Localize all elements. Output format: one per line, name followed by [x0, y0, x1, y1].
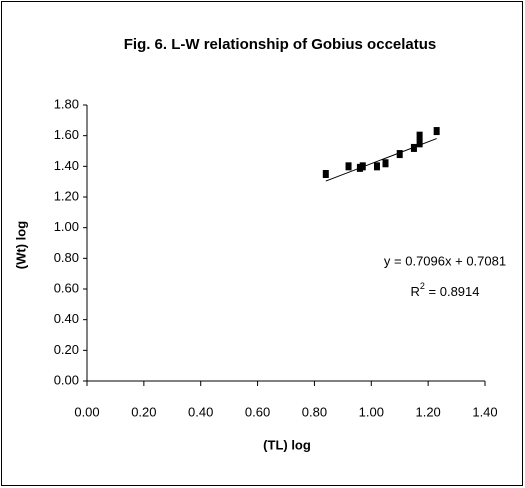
x-tick-label: 0.40 [188, 404, 213, 419]
x-tick-label: 0.60 [245, 404, 270, 419]
r-squared: R2 = 0.8914 [411, 281, 480, 299]
y-tick-label: 1.20 [54, 188, 79, 203]
point [373, 162, 380, 171]
point [396, 150, 403, 159]
point [416, 139, 423, 148]
point [410, 143, 417, 152]
point [345, 162, 352, 171]
y-tick-label: 0.20 [54, 342, 79, 357]
r2-rest: = 0.8914 [425, 284, 480, 299]
y-tick-label: 1.60 [54, 127, 79, 142]
point [416, 131, 423, 140]
x-tick-label: 0.80 [302, 404, 327, 419]
x-tick-label: 0.00 [74, 404, 99, 419]
r2-base: R [411, 284, 420, 299]
y-tick-label: 0.60 [54, 280, 79, 295]
x-tick-label: 1.20 [415, 404, 440, 419]
x-tick-label: 0.20 [131, 404, 156, 419]
r2-sup: 2 [420, 281, 425, 291]
point [382, 159, 389, 168]
y-tick-label: 0.80 [54, 250, 79, 265]
y-tick-label: 1.40 [54, 158, 79, 173]
point [359, 162, 366, 171]
x-axis-title: (TL) log [263, 437, 311, 452]
equation: y = 0.7096x + 0.7081 [384, 253, 506, 268]
y-tick-label: 1.00 [54, 219, 79, 234]
point [433, 127, 440, 136]
y-axis-title: (Wt) log [13, 221, 28, 269]
y-tick-label: 1.80 [54, 96, 79, 111]
y-tick-label: 0.40 [54, 311, 79, 326]
x-tick-label: 1.00 [359, 404, 384, 419]
y-tick-label: 0.00 [54, 372, 79, 387]
chart-title: Fig. 6. L-W relationship of Gobius occel… [124, 36, 437, 53]
point [322, 170, 329, 178]
x-tick-label: 1.40 [472, 404, 497, 419]
